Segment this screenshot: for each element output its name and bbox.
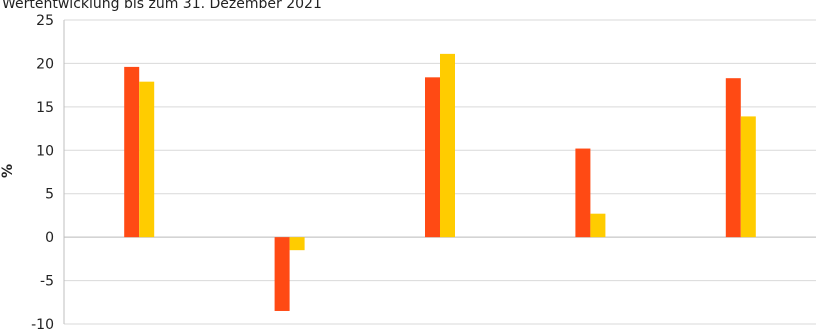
y-tick-label: -10 bbox=[31, 317, 54, 332]
bar-series2-group4 bbox=[590, 213, 606, 238]
y-tick-label: 25 bbox=[36, 13, 54, 29]
y-axis-label: % bbox=[0, 164, 16, 178]
y-tick-label: 0 bbox=[45, 230, 54, 246]
y-tick-label: 15 bbox=[36, 100, 54, 116]
y-tick-label: 20 bbox=[36, 56, 54, 72]
y-tick-label: -5 bbox=[40, 274, 54, 290]
bar-series2-group5 bbox=[740, 116, 756, 238]
bar-series2-group1 bbox=[139, 81, 155, 238]
bar-series1-group2 bbox=[274, 237, 290, 311]
y-tick-label: 5 bbox=[45, 187, 54, 203]
bar-series1-group1 bbox=[124, 66, 140, 238]
bar-series2-group3 bbox=[440, 53, 455, 238]
chart-title: Wertentwicklung bis zum 31. Dezember 202… bbox=[2, 0, 322, 12]
bar-series2-group2 bbox=[289, 237, 305, 251]
bars bbox=[124, 53, 756, 311]
y-tick-label: 10 bbox=[36, 143, 54, 159]
bar-series1-group5 bbox=[725, 78, 741, 238]
y-tick-labels: 25 20 15 10 5 0 -5 -10 bbox=[31, 13, 54, 332]
bar-series1-group4 bbox=[575, 148, 591, 238]
bar-series1-group3 bbox=[425, 77, 440, 238]
